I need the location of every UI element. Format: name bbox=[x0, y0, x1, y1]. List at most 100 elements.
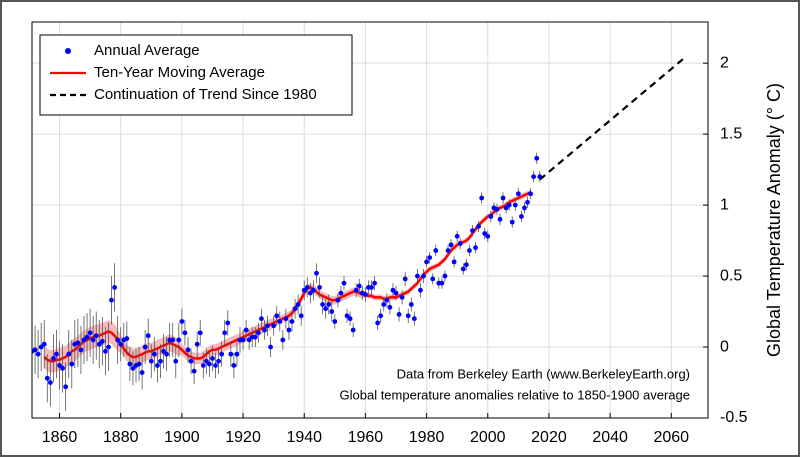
data-point bbox=[231, 363, 237, 368]
data-point bbox=[145, 333, 151, 339]
data-point bbox=[32, 347, 38, 353]
data-point bbox=[418, 287, 423, 293]
y-tick-label: 2 bbox=[720, 54, 729, 71]
data-point bbox=[335, 297, 341, 303]
data-point bbox=[158, 358, 163, 364]
data-point bbox=[142, 344, 148, 350]
data-point bbox=[405, 313, 411, 319]
data-point bbox=[81, 337, 87, 343]
data-point bbox=[497, 216, 503, 222]
data-point bbox=[185, 347, 191, 353]
x-tick-label: 2020 bbox=[531, 429, 567, 446]
x-tick-label: 2060 bbox=[653, 429, 689, 446]
data-point bbox=[124, 336, 130, 341]
data-point bbox=[454, 233, 460, 239]
x-tick-label: 1900 bbox=[164, 429, 200, 446]
data-point bbox=[84, 334, 90, 340]
data-point bbox=[515, 191, 521, 197]
legend-box bbox=[39, 34, 353, 116]
data-point bbox=[415, 273, 420, 279]
legend: Annual Average Ten-Year Moving Average Con… bbox=[39, 34, 353, 116]
data-point bbox=[500, 195, 506, 201]
data-point bbox=[506, 202, 512, 208]
data-point bbox=[338, 290, 344, 296]
data-point bbox=[479, 195, 485, 201]
data-point bbox=[289, 319, 295, 324]
data-point bbox=[439, 280, 445, 286]
plot-data bbox=[32, 55, 688, 411]
legend-label: Continuation of Trend Since 1980 bbox=[94, 86, 317, 103]
data-point bbox=[304, 285, 310, 290]
x-tick-label: 1880 bbox=[103, 429, 139, 446]
data-point bbox=[243, 327, 249, 333]
data-point bbox=[363, 292, 368, 297]
annotation: Data from Berkeley Earth (www.BerkeleyEa… bbox=[397, 366, 690, 381]
data-point bbox=[390, 287, 396, 293]
data-point bbox=[118, 341, 124, 347]
data-point bbox=[430, 276, 436, 282]
data-point bbox=[148, 358, 154, 364]
data-point bbox=[191, 368, 197, 374]
data-point bbox=[179, 319, 185, 324]
data-point bbox=[528, 191, 533, 197]
data-point bbox=[93, 333, 99, 339]
data-point bbox=[170, 337, 176, 343]
data-point bbox=[57, 363, 62, 368]
data-point bbox=[35, 351, 41, 357]
x-tick-label: 1920 bbox=[225, 429, 261, 446]
data-point bbox=[470, 228, 475, 234]
data-point bbox=[109, 297, 114, 303]
data-point bbox=[203, 358, 209, 364]
legend-label: Annual Average bbox=[94, 42, 200, 59]
data-point bbox=[44, 375, 50, 381]
data-point bbox=[115, 337, 121, 343]
data-point bbox=[161, 348, 166, 354]
data-point bbox=[344, 313, 350, 319]
data-point bbox=[442, 273, 448, 279]
data-point bbox=[151, 351, 157, 357]
data-point bbox=[139, 370, 145, 375]
data-point bbox=[467, 248, 472, 253]
data-point bbox=[534, 155, 540, 161]
data-point bbox=[488, 214, 494, 219]
data-point bbox=[298, 313, 304, 319]
data-point bbox=[240, 337, 246, 343]
data-point bbox=[197, 330, 203, 336]
data-point bbox=[317, 285, 322, 290]
data-point bbox=[51, 355, 56, 361]
data-point bbox=[307, 290, 313, 296]
data-point bbox=[531, 174, 537, 180]
axes: 1860 1880 1900 1920 1940 1960 1980 2000 2020 2040… bbox=[42, 54, 748, 446]
data-point bbox=[451, 259, 457, 265]
y-tick-label: 1 bbox=[720, 196, 729, 213]
data-point bbox=[262, 327, 267, 333]
data-point bbox=[463, 262, 469, 268]
data-point bbox=[512, 202, 518, 208]
data-point bbox=[411, 316, 417, 322]
data-point bbox=[47, 380, 53, 385]
data-point bbox=[448, 242, 454, 248]
data-point bbox=[393, 290, 399, 296]
data-point bbox=[78, 347, 84, 353]
data-point bbox=[222, 330, 228, 336]
data-point bbox=[396, 311, 402, 317]
y-tick-label: 0.5 bbox=[720, 267, 742, 284]
data-point bbox=[424, 259, 429, 265]
data-point bbox=[457, 241, 463, 246]
data-point bbox=[54, 351, 59, 357]
data-point bbox=[216, 358, 221, 364]
y-tick-label: 0 bbox=[720, 338, 729, 355]
data-point bbox=[75, 340, 81, 346]
data-point bbox=[399, 294, 405, 300]
data-point bbox=[387, 304, 393, 310]
data-point bbox=[494, 206, 500, 212]
data-point bbox=[522, 205, 527, 211]
data-point bbox=[155, 363, 160, 368]
data-point bbox=[408, 302, 414, 307]
data-point bbox=[378, 313, 384, 319]
trend-line bbox=[539, 55, 688, 181]
data-point bbox=[323, 306, 329, 312]
data-point bbox=[99, 338, 105, 344]
data-point bbox=[353, 287, 359, 293]
data-point bbox=[103, 348, 108, 354]
